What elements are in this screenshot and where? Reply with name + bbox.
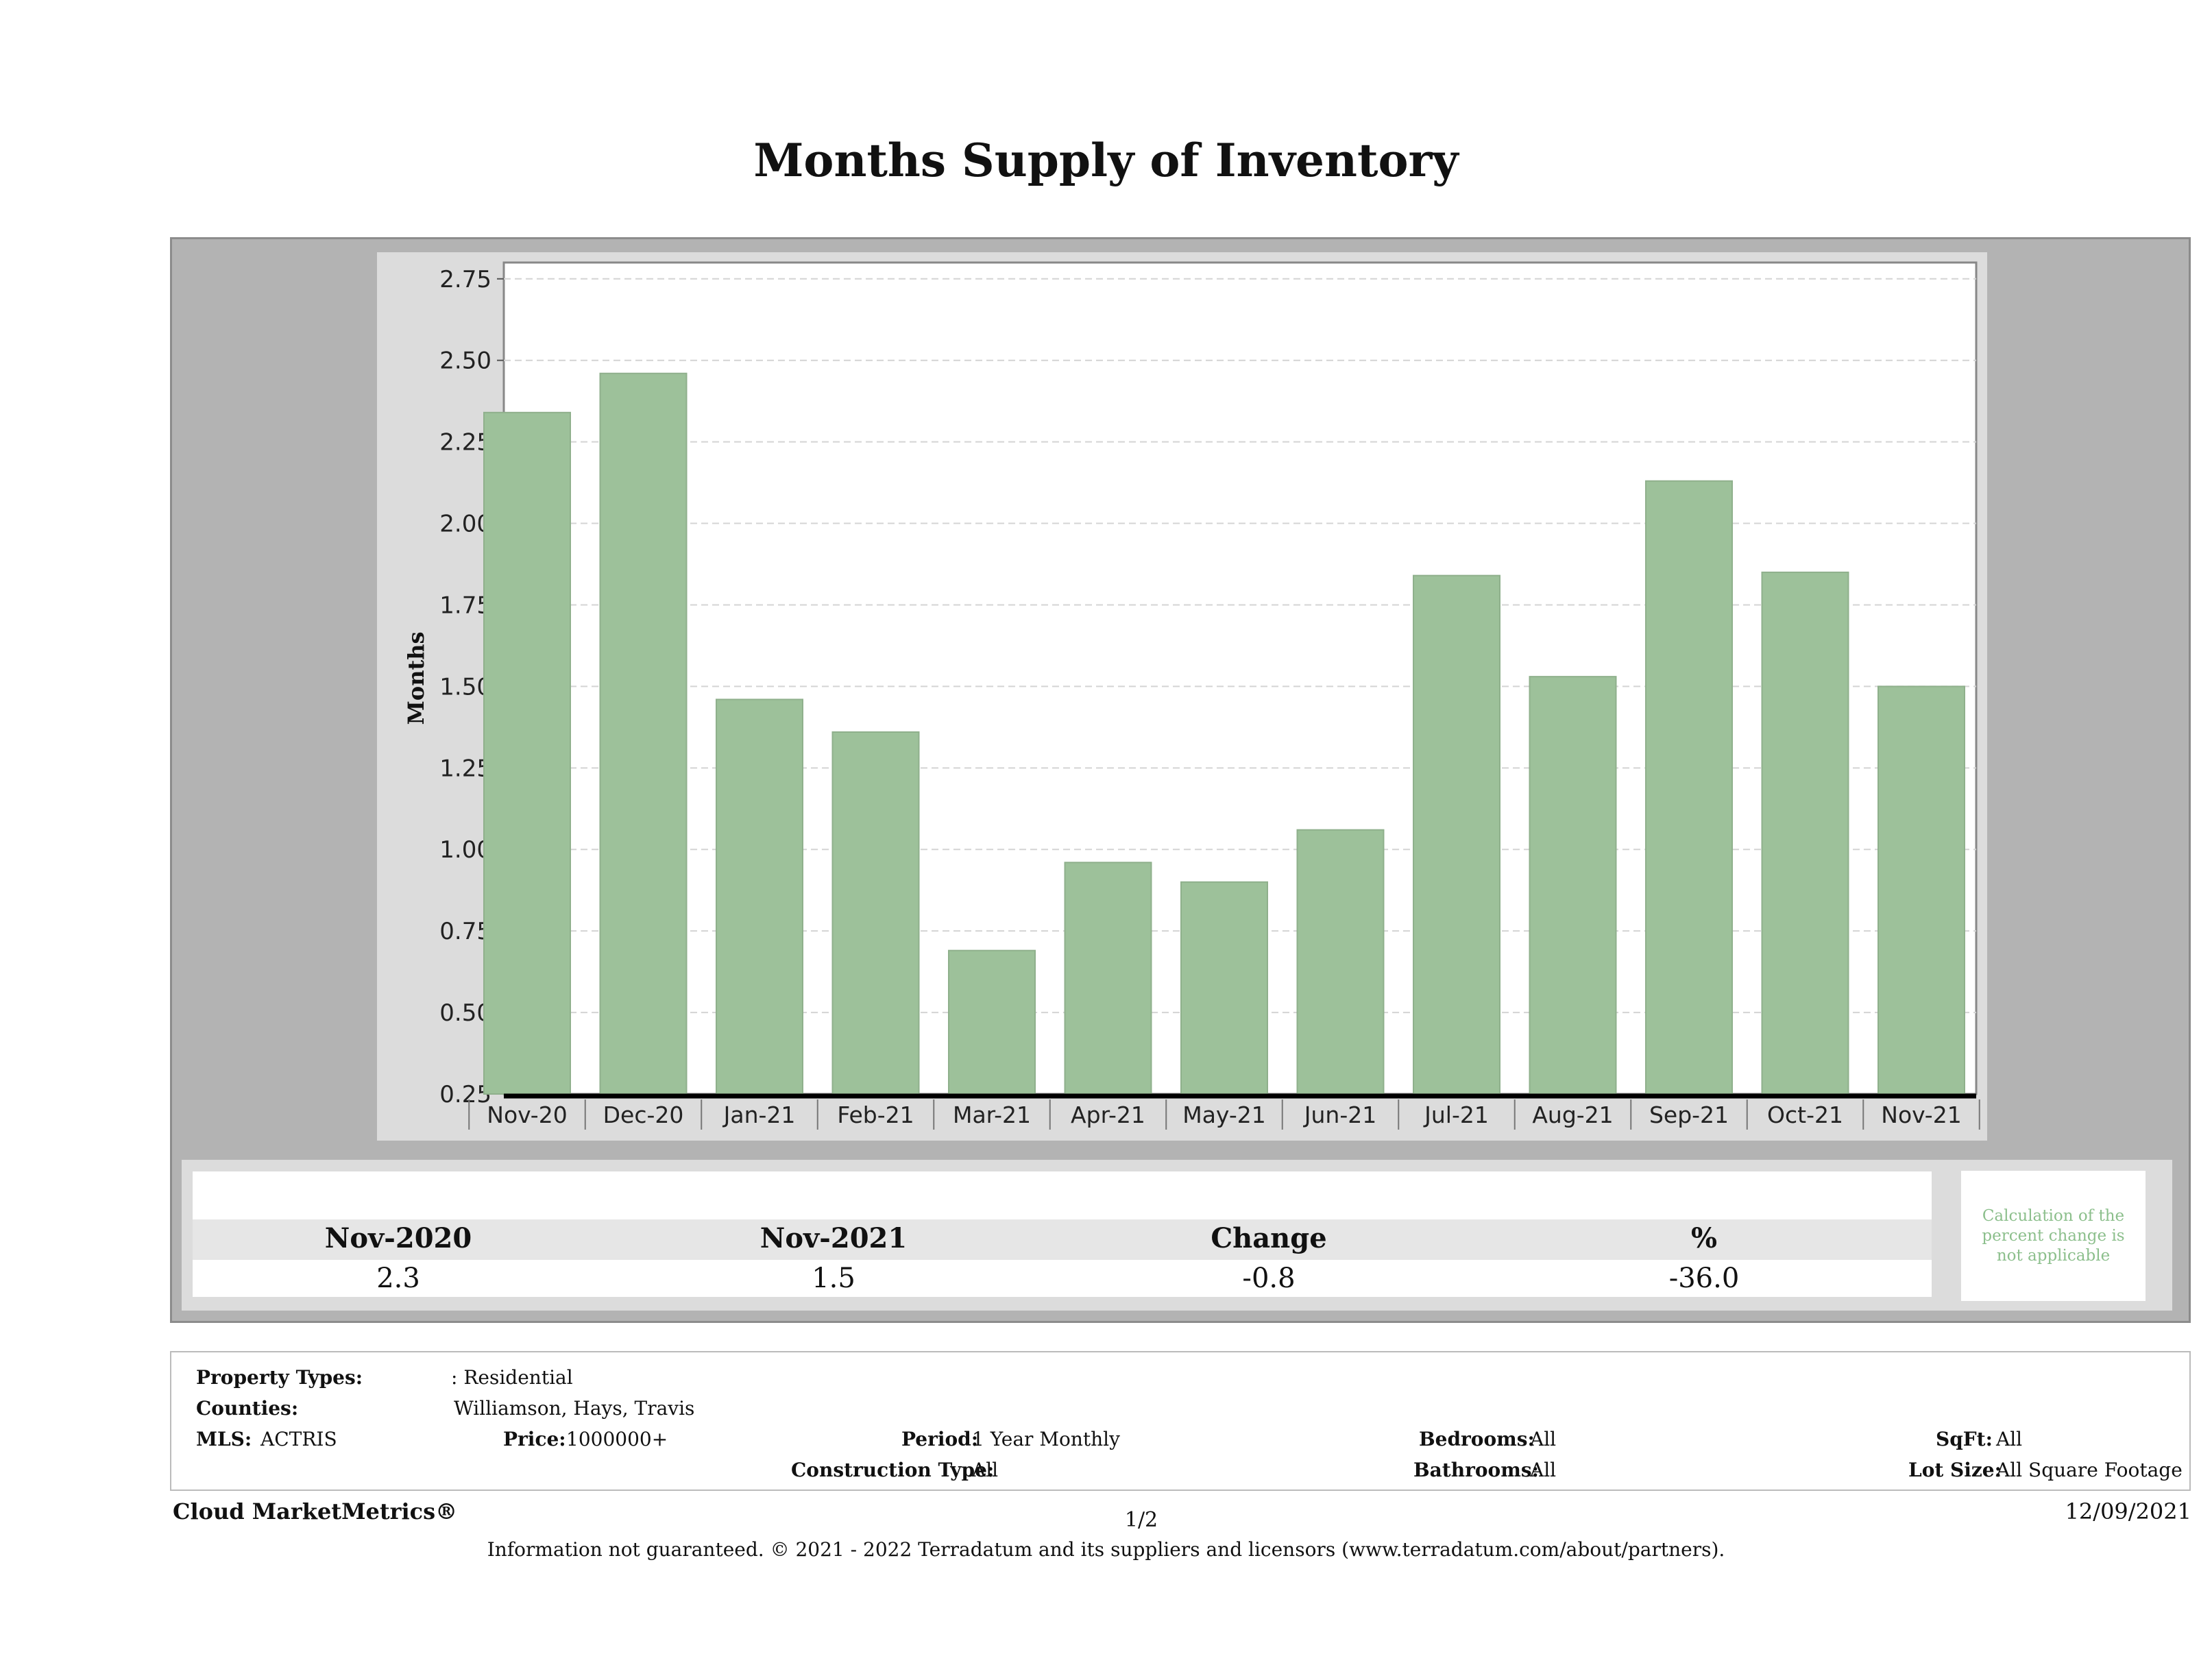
price-label: Price: xyxy=(503,1428,566,1450)
bathrooms-value: All xyxy=(1530,1459,1557,1481)
x-tick-label: Feb-21 xyxy=(837,1102,914,1128)
lot-size-value: All Square Footage xyxy=(1996,1459,2183,1481)
bar-aug-21 xyxy=(1529,676,1617,1095)
x-tick-label: Nov-21 xyxy=(1881,1102,1961,1128)
bar-chart: 0.25 0.50 0.75 1.00 1.25 1.50 1.75 2.00 2.25 2.50… xyxy=(403,261,1980,1130)
y-tick-label: 0.75 xyxy=(439,918,491,945)
bar-jul-21 xyxy=(1413,574,1500,1095)
x-tick-label: Dec-20 xyxy=(603,1102,684,1128)
bar-dec-20 xyxy=(599,372,688,1095)
search-parameters: Property Types: : Residential Counties: … xyxy=(170,1351,2191,1491)
bedrooms-value: All xyxy=(1530,1428,1557,1450)
x-tick-label: Mar-21 xyxy=(953,1102,1031,1128)
x-tick-label: Jul-21 xyxy=(1423,1102,1489,1128)
x-tick-label: Aug-21 xyxy=(1532,1102,1613,1128)
summary-spacer xyxy=(193,1171,1932,1219)
counties-value: Williamson, Hays, Travis xyxy=(454,1397,695,1420)
y-tick-label: 2.25 xyxy=(439,429,491,457)
brand-name: Cloud MarketMetrics® xyxy=(173,1498,458,1524)
sqft-value: All xyxy=(1996,1428,2023,1450)
x-tick-label: Jun-21 xyxy=(1303,1102,1376,1128)
period-value: 1 Year Monthly xyxy=(972,1428,1120,1450)
price-value: 1000000+ xyxy=(566,1428,668,1450)
bedrooms-label: Bedrooms: xyxy=(1419,1428,1535,1450)
x-tick-label: Sep-21 xyxy=(1649,1102,1729,1128)
summary-value-end: 1.5 xyxy=(812,1263,855,1294)
construction-type-label: Construction Type: xyxy=(791,1459,995,1481)
percent-note: Calculation of the percent change is not… xyxy=(1982,1206,2125,1265)
page-number: 1/2 xyxy=(1124,1508,1158,1532)
bathrooms-label: Bathrooms: xyxy=(1413,1459,1539,1481)
lot-size-label: Lot Size: xyxy=(1908,1459,2002,1481)
x-tick-label: Nov-20 xyxy=(487,1102,567,1128)
summary-value-change: -0.8 xyxy=(1242,1263,1296,1294)
summary-header-percent: % xyxy=(1690,1222,1717,1254)
counties-label: Counties: xyxy=(196,1397,299,1420)
sqft-label: SqFt: xyxy=(1936,1428,1993,1450)
y-tick-label: 1.25 xyxy=(439,755,491,782)
x-tick-label: Apr-21 xyxy=(1071,1102,1145,1128)
bar-apr-21 xyxy=(1064,862,1152,1095)
x-tick-label: Oct-21 xyxy=(1767,1102,1843,1128)
summary-value-start: 2.3 xyxy=(376,1263,420,1294)
chart-area: 0.25 0.50 0.75 1.00 1.25 1.50 1.75 2.00 2.25 2.50… xyxy=(377,252,1987,1141)
bar-sep-21 xyxy=(1645,480,1733,1095)
x-tick-label: May-21 xyxy=(1182,1102,1266,1128)
y-tick-label: 2.75 xyxy=(439,266,491,293)
x-tick-label: Jan-21 xyxy=(722,1102,796,1128)
property-types-value: : Residential xyxy=(451,1366,573,1389)
report-date: 12/09/2021 xyxy=(2065,1498,2191,1524)
mls-value: ACTRIS xyxy=(260,1428,337,1450)
summary-panel: Nov-2020 Nov-2021 Change % 2.3 1.5 -0.8 … xyxy=(182,1160,2172,1311)
mls-label: MLS: xyxy=(196,1428,252,1450)
page-title: Months Supply of Inventory xyxy=(753,134,1459,187)
y-tick-label: 0.25 xyxy=(439,1081,491,1108)
summary-value-percent: -36.0 xyxy=(1668,1263,1740,1294)
construction-type-value: All xyxy=(972,1459,999,1481)
bar-nov-20 xyxy=(483,411,571,1095)
y-tick-label: 2.00 xyxy=(439,511,491,538)
summary-header-end: Nov-2021 xyxy=(759,1222,908,1254)
period-label: Period: xyxy=(901,1428,979,1450)
bar-nov-21 xyxy=(1877,685,1965,1095)
summary-value-row xyxy=(193,1260,1932,1297)
y-tick-label: 1.50 xyxy=(439,673,491,701)
bar-oct-21 xyxy=(1761,571,1849,1095)
summary-header-change: Change xyxy=(1211,1222,1327,1254)
y-tick-label: 2.50 xyxy=(439,348,491,375)
y-tick-label: 0.50 xyxy=(439,999,491,1027)
bar-feb-21 xyxy=(831,731,920,1095)
y-tick-label: 1.75 xyxy=(439,592,491,619)
bar-may-21 xyxy=(1180,881,1268,1095)
percent-note-box: Calculation of the percent change is not… xyxy=(1961,1171,2146,1301)
bar-mar-21 xyxy=(948,949,1036,1095)
y-axis-label: Months xyxy=(403,631,429,725)
disclaimer: Information not guaranteed. © 2021 - 202… xyxy=(487,1538,1725,1561)
bar-jan-21 xyxy=(716,698,803,1095)
property-types-label: Property Types: xyxy=(196,1366,363,1389)
summary-header-start: Nov-2020 xyxy=(324,1222,472,1254)
summary-header-row xyxy=(193,1219,1932,1260)
y-tick-label: 1.00 xyxy=(439,836,491,864)
bar-jun-21 xyxy=(1296,829,1385,1095)
